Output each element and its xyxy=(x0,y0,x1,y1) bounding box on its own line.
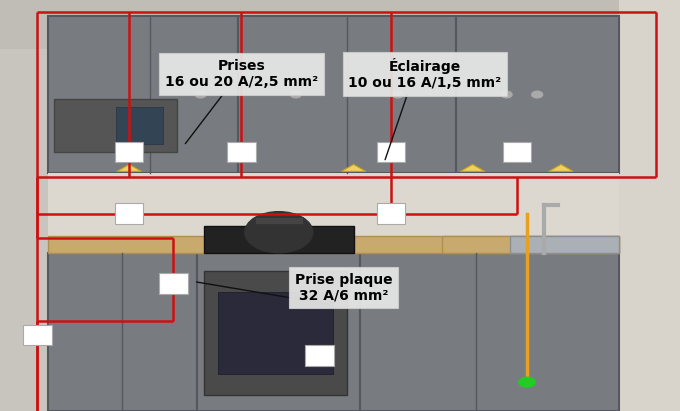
FancyBboxPatch shape xyxy=(503,142,531,162)
Text: Prises
16 ou 20 A/2,5 mm²: Prises 16 ou 20 A/2,5 mm² xyxy=(165,59,318,89)
FancyBboxPatch shape xyxy=(204,226,354,253)
FancyBboxPatch shape xyxy=(227,142,256,162)
FancyBboxPatch shape xyxy=(442,236,619,253)
Polygon shape xyxy=(460,164,485,171)
FancyBboxPatch shape xyxy=(159,273,188,294)
Circle shape xyxy=(392,91,403,98)
FancyBboxPatch shape xyxy=(305,345,334,366)
FancyBboxPatch shape xyxy=(0,0,680,49)
Circle shape xyxy=(519,377,535,387)
FancyBboxPatch shape xyxy=(116,107,163,144)
FancyBboxPatch shape xyxy=(360,253,619,411)
Polygon shape xyxy=(549,164,573,171)
FancyBboxPatch shape xyxy=(456,16,619,173)
FancyBboxPatch shape xyxy=(48,236,619,253)
FancyBboxPatch shape xyxy=(48,173,619,238)
FancyBboxPatch shape xyxy=(197,253,360,411)
Circle shape xyxy=(290,91,301,98)
Polygon shape xyxy=(341,164,366,171)
FancyBboxPatch shape xyxy=(619,0,680,411)
FancyBboxPatch shape xyxy=(218,292,333,374)
Text: Prise plaque
32 A/6 mm²: Prise plaque 32 A/6 mm² xyxy=(294,272,392,303)
Circle shape xyxy=(501,91,512,98)
FancyBboxPatch shape xyxy=(115,142,143,162)
Circle shape xyxy=(532,91,543,98)
FancyBboxPatch shape xyxy=(48,253,197,411)
FancyBboxPatch shape xyxy=(377,142,405,162)
FancyBboxPatch shape xyxy=(204,271,347,395)
FancyBboxPatch shape xyxy=(377,203,405,224)
FancyBboxPatch shape xyxy=(23,325,52,345)
Circle shape xyxy=(195,91,206,98)
FancyBboxPatch shape xyxy=(510,236,619,253)
FancyBboxPatch shape xyxy=(54,99,177,152)
FancyBboxPatch shape xyxy=(115,203,143,224)
Polygon shape xyxy=(117,164,141,171)
FancyBboxPatch shape xyxy=(255,217,303,224)
Text: Éclairage
10 ou 16 A/1,5 mm²: Éclairage 10 ou 16 A/1,5 mm² xyxy=(348,58,502,90)
Circle shape xyxy=(245,212,313,253)
FancyBboxPatch shape xyxy=(48,16,238,173)
FancyBboxPatch shape xyxy=(238,16,456,173)
